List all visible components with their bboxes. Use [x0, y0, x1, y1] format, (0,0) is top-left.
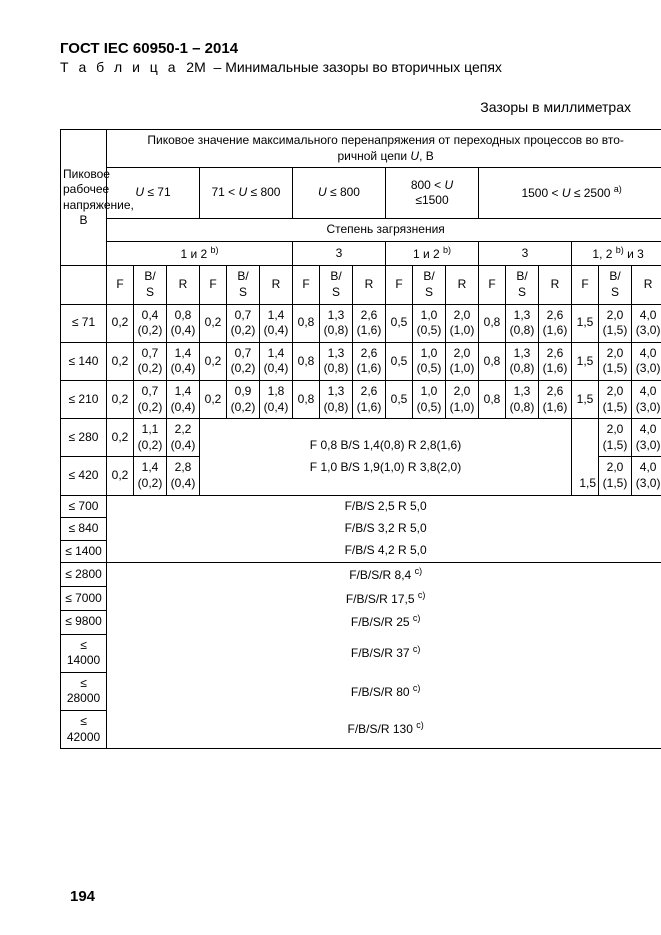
row-7000: ≤ 7000 F/B/S/R 17,5 с): [61, 587, 661, 611]
table-label-prefix: Т а б л и ц а: [60, 59, 179, 75]
sub-r: R: [167, 266, 200, 304]
row-700: ≤ 700 F/B/S 2,5 R 5,0: [61, 495, 661, 518]
row-28000: ≤ 28000 F/B/S/R 80 с): [61, 672, 661, 710]
row-1400-span: F/B/S 4,2 R 5,0: [107, 540, 661, 563]
pollution-3-a: 3: [293, 241, 386, 266]
row-9800: ≤ 9800 F/B/S/R 25 с): [61, 610, 661, 634]
row-71: ≤ 71 0,20,4(0,2)0,8(0,4) 0,20,7(0,2)1,4(…: [61, 304, 661, 342]
row-2800-span: F/B/S/R 8,4 с): [107, 563, 661, 587]
sub-bs: B/S: [599, 266, 632, 304]
row-42000: ≤ 42000 F/B/S/R 130 с): [61, 710, 661, 748]
range-2: 71 < U ≤ 800: [200, 168, 293, 219]
sub-f: F: [293, 266, 320, 304]
pollution-123: 1, 2 b) и 3: [572, 241, 661, 266]
sub-r: R: [353, 266, 386, 304]
table-number: 2M: [186, 59, 205, 75]
header-row-1: Пиковое рабочее напряжение, В Пиковое зн…: [61, 130, 661, 168]
sub-bs: B/S: [227, 266, 260, 304]
pollution-12-b: 1 и 2 b): [386, 241, 479, 266]
header-row-5: F B/S R F B/S R F B/S R F B/S R F B/S R …: [61, 266, 661, 304]
page: ГОСТ IEC 60950-1 – 2014 Т а б л и ц а 2M…: [0, 0, 661, 935]
pollution-header: Степень загрязнения: [107, 219, 661, 242]
table-title: Минимальные зазоры во вторичных цепях: [225, 59, 502, 75]
header-row-3: Степень загрязнения: [61, 219, 661, 242]
row-280: ≤ 280 0,21,1(0,2)2,2(0,4) F 0,8 B/S 1,4(…: [61, 419, 661, 457]
table-caption: Т а б л и ц а 2M – Минимальные зазоры во…: [60, 59, 631, 75]
units-line: Зазоры в миллиметрах: [60, 99, 631, 115]
row-700-span: F/B/S 2,5 R 5,0: [107, 495, 661, 518]
row-28000-span: F/B/S/R 80 с): [107, 672, 661, 710]
row-280-span: F 0,8 B/S 1,4(0,8) R 2,8(1,6): [200, 419, 572, 457]
sub-r: R: [539, 266, 572, 304]
sub-bs: B/S: [506, 266, 539, 304]
document-id: ГОСТ IEC 60950-1 – 2014: [60, 40, 631, 57]
pollution-3-b: 3: [479, 241, 572, 266]
col1-header: Пиковое рабочее напряжение, В: [61, 130, 107, 266]
row-9800-span: F/B/S/R 25 с): [107, 610, 661, 634]
row-14000: ≤ 14000 F/B/S/R 37 с): [61, 634, 661, 672]
range-4: 800 < U≤1500: [386, 168, 479, 219]
row-14000-span: F/B/S/R 37 с): [107, 634, 661, 672]
sub-r: R: [260, 266, 293, 304]
row-840: ≤ 840 F/B/S 3,2 R 5,0: [61, 518, 661, 541]
pollution-12-a: 1 и 2 b): [107, 241, 293, 266]
overvoltage-header: Пиковое значение максимального перенапря…: [107, 130, 661, 168]
header-row-2: U ≤ 71 71 < U ≤ 800 U ≤ 800 800 < U≤1500…: [61, 168, 661, 219]
row-42000-span: F/B/S/R 130 с): [107, 710, 661, 748]
sub-f: F: [386, 266, 413, 304]
row-420: ≤ 420 0,21,4(0,2)2,8(0,4) F 1,0 B/S 1,9(…: [61, 457, 661, 495]
sub-bs: B/S: [413, 266, 446, 304]
row-840-span: F/B/S 3,2 R 5,0: [107, 518, 661, 541]
row-2800: ≤ 2800 F/B/S/R 8,4 с): [61, 563, 661, 587]
col1-empty: [61, 266, 107, 304]
header-row-4: 1 и 2 b) 3 1 и 2 b) 3 1, 2 b) и 3: [61, 241, 661, 266]
page-number: 194: [70, 888, 95, 905]
row-210: ≤ 210 0,20,7(0,2)1,4(0,4) 0,20,9(0,2)1,8…: [61, 380, 661, 418]
clearances-table: Пиковое рабочее напряжение, В Пиковое зн…: [60, 129, 661, 749]
sub-f: F: [479, 266, 506, 304]
sub-r: R: [446, 266, 479, 304]
range-3: U ≤ 800: [293, 168, 386, 219]
sub-bs: B/S: [134, 266, 167, 304]
range-5: 1500 < U ≤ 2500 а): [479, 168, 661, 219]
sub-bs: B/S: [320, 266, 353, 304]
row-420-span: F 1,0 B/S 1,9(1,0) R 3,8(2,0): [200, 457, 572, 495]
row-7000-span: F/B/S/R 17,5 с): [107, 587, 661, 611]
row-1400: ≤ 1400 F/B/S 4,2 R 5,0: [61, 540, 661, 563]
sub-r: R: [632, 266, 661, 304]
sub-f: F: [572, 266, 599, 304]
sub-f: F: [107, 266, 134, 304]
row-140: ≤ 140 0,20,7(0,2)1,4(0,4) 0,20,7(0,2)1,4…: [61, 342, 661, 380]
sub-f: F: [200, 266, 227, 304]
